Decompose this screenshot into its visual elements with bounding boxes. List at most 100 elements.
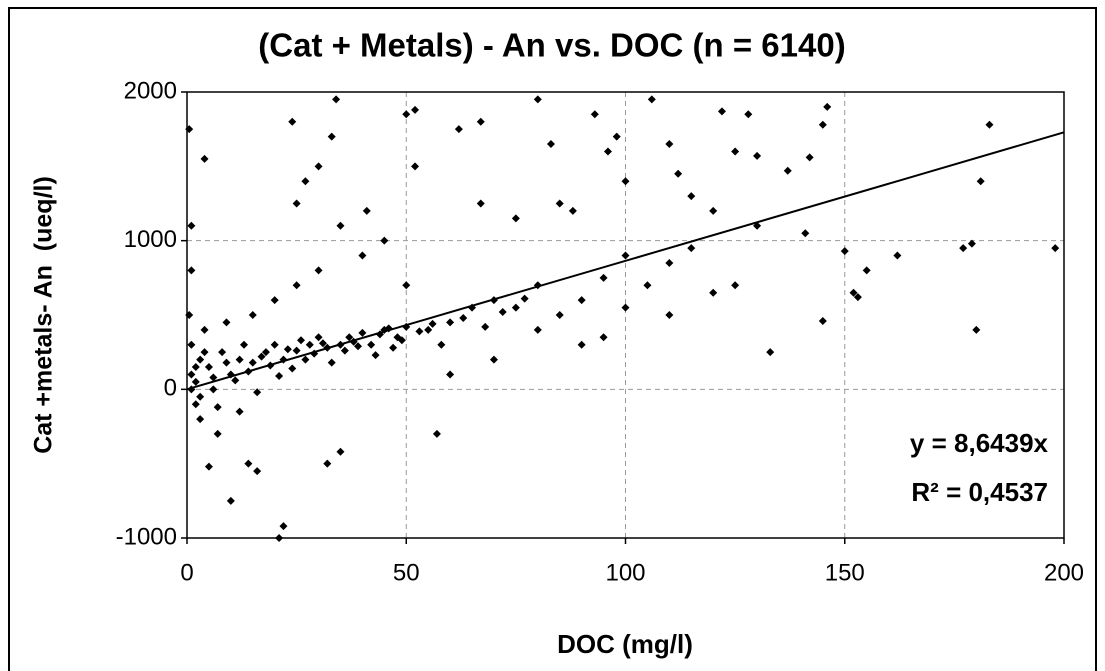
point — [297, 336, 306, 345]
point — [546, 140, 555, 149]
point — [209, 385, 218, 394]
point — [332, 95, 341, 104]
point — [305, 340, 314, 349]
y-tick-label: 2000 — [124, 77, 177, 104]
point — [476, 117, 485, 126]
point — [893, 251, 902, 260]
point — [432, 429, 441, 438]
point — [314, 162, 323, 171]
x-tick-label: 100 — [605, 559, 645, 586]
point — [849, 288, 858, 297]
point — [621, 303, 630, 312]
point — [231, 376, 240, 385]
point — [717, 107, 726, 116]
point — [647, 95, 656, 104]
point — [511, 303, 520, 312]
y-tick-label: 0 — [164, 375, 177, 402]
x-tick-label: 200 — [1044, 559, 1084, 586]
point — [766, 348, 775, 357]
point — [340, 346, 349, 355]
point — [301, 177, 310, 186]
point — [253, 467, 262, 476]
point — [397, 336, 406, 345]
point — [371, 351, 380, 360]
point — [520, 294, 529, 303]
point — [204, 363, 213, 372]
point — [783, 166, 792, 175]
point — [240, 340, 249, 349]
trend-equation: y = 8,6439x — [910, 428, 1049, 458]
point — [603, 147, 612, 156]
point — [415, 327, 424, 336]
point — [709, 206, 718, 215]
point — [599, 273, 608, 282]
point — [853, 293, 862, 302]
point — [191, 363, 200, 372]
point — [389, 343, 398, 352]
point — [235, 355, 244, 364]
point — [411, 162, 420, 171]
point — [244, 459, 253, 468]
point — [665, 140, 674, 149]
point — [1051, 244, 1060, 253]
point — [818, 316, 827, 325]
point — [314, 266, 323, 275]
point — [985, 120, 994, 129]
point — [213, 403, 222, 412]
point — [459, 313, 468, 322]
point — [599, 333, 608, 342]
point — [511, 214, 520, 223]
point — [687, 192, 696, 201]
y-tick-label: 1000 — [124, 226, 177, 253]
point — [709, 288, 718, 297]
point — [270, 340, 279, 349]
point — [823, 102, 832, 111]
point — [621, 251, 630, 260]
point — [801, 229, 810, 238]
point — [336, 221, 345, 230]
point — [235, 407, 244, 416]
point — [191, 377, 200, 386]
point — [489, 355, 498, 364]
point — [446, 318, 455, 327]
point — [314, 333, 323, 342]
x-tick-label: 50 — [393, 559, 420, 586]
point — [301, 355, 310, 364]
point — [191, 400, 200, 409]
point — [862, 266, 871, 275]
point — [533, 95, 542, 104]
point — [840, 247, 849, 256]
point — [248, 311, 257, 319]
point — [323, 459, 332, 468]
point — [665, 258, 674, 267]
point — [437, 340, 446, 349]
frame — [8, 7, 1097, 671]
point — [288, 364, 297, 373]
point — [621, 177, 630, 186]
point — [257, 352, 266, 361]
point — [380, 236, 389, 245]
point — [612, 132, 621, 141]
point — [209, 373, 218, 382]
point — [200, 154, 209, 163]
point — [643, 281, 652, 290]
point — [213, 429, 222, 438]
point — [222, 318, 231, 327]
point — [367, 340, 376, 349]
point — [336, 447, 345, 456]
chart-title: (Cat + Metals) - An vs. DOC (n = 6140) — [258, 27, 845, 64]
point — [292, 346, 301, 355]
point — [358, 251, 367, 260]
point — [402, 281, 411, 290]
point — [577, 340, 586, 349]
point — [424, 325, 433, 334]
point — [805, 153, 814, 162]
x-axis-label: DOC (mg/l) — [557, 629, 693, 659]
point — [446, 370, 455, 379]
point — [967, 239, 976, 248]
trend-line — [186, 131, 1065, 391]
point — [275, 371, 284, 380]
point — [498, 308, 507, 317]
point — [959, 244, 968, 253]
